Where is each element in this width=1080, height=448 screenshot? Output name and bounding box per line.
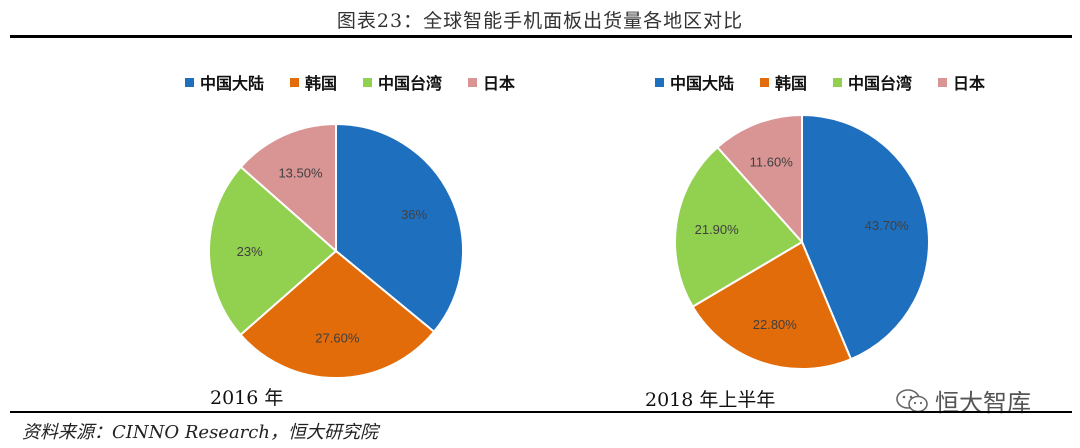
slice-label: 23%: [237, 244, 263, 259]
year-label: 2018 年上半年: [645, 389, 776, 411]
legend-label: 日本: [953, 74, 986, 93]
year-label: 2016 年: [210, 387, 284, 409]
pie-slice: [691, 240, 853, 370]
legend-swatch: [184, 77, 194, 87]
legend-swatch: [468, 77, 478, 87]
bottom-rule: [10, 411, 1072, 413]
pie-slice: [239, 249, 436, 379]
legend-item: 中国台湾: [363, 70, 442, 94]
legend-swatch: [289, 77, 299, 87]
slice-label: 21.90%: [695, 222, 740, 237]
legend-item: 日本: [468, 70, 515, 94]
pie-slice: [335, 122, 464, 334]
legend: 中国大陆 韩国 中国台湾 日本: [570, 70, 1070, 94]
legend-label: 韩国: [774, 74, 807, 93]
legend-item: 中国大陆: [654, 70, 734, 94]
legend-swatch: [759, 77, 769, 87]
legend-label: 中国大陆: [199, 74, 264, 93]
pie-slice: [208, 165, 338, 337]
legend-label: 中国台湾: [848, 74, 913, 93]
legend-item: 日本: [938, 70, 985, 94]
pie: 43.70% 22.80% 21.90% 11.60%: [674, 113, 930, 370]
legend-swatch: [833, 77, 842, 87]
legend-item: 韩国: [759, 70, 807, 94]
legend-swatch: [938, 77, 948, 87]
legend-item: 中国台湾: [833, 70, 912, 94]
pie-slice: [674, 145, 804, 309]
legend-label: 日本: [483, 74, 516, 93]
chart-title: 图表23：全球智能手机面板出货量各地区对比: [336, 10, 744, 32]
slice-label: 43.70%: [865, 218, 910, 233]
legend-item: 中国大陆: [184, 70, 264, 94]
legend-swatch: [363, 77, 372, 87]
slice-label: 36%: [401, 207, 427, 222]
slice-label: 22.80%: [753, 317, 798, 332]
source-note: 资料来源：CINNO Research，恒大研究院: [22, 422, 378, 443]
legend-label: 韩国: [304, 74, 337, 93]
legend-swatch: [654, 77, 664, 87]
legend: 中国大陆 韩国 中国台湾 日本: [100, 70, 600, 94]
pie-slice: [239, 122, 337, 254]
slice-label: 13.50%: [278, 165, 323, 180]
pie-chart-2016: 中国大陆 韩国 中国台湾 日本 36% 27.60% 23% 13.50% 2016 …: [100, 60, 600, 409]
pie-slice: [801, 113, 930, 361]
legend-item: 韩国: [289, 70, 337, 94]
slice-label: 11.60%: [750, 154, 794, 169]
pie-chart-2018h1: 中国大陆 韩国 中国台湾 日本 43.70% 22.80% 21.90% 11.60%…: [570, 60, 1070, 411]
pie-slice: [716, 113, 803, 245]
slice-label: 27.60%: [315, 330, 360, 345]
wechat-icon: [896, 388, 928, 412]
top-rule: [10, 35, 1072, 38]
legend-label: 中国台湾: [378, 74, 443, 93]
legend-label: 中国大陆: [669, 74, 734, 93]
pie: 36% 27.60% 23% 13.50%: [208, 122, 464, 379]
